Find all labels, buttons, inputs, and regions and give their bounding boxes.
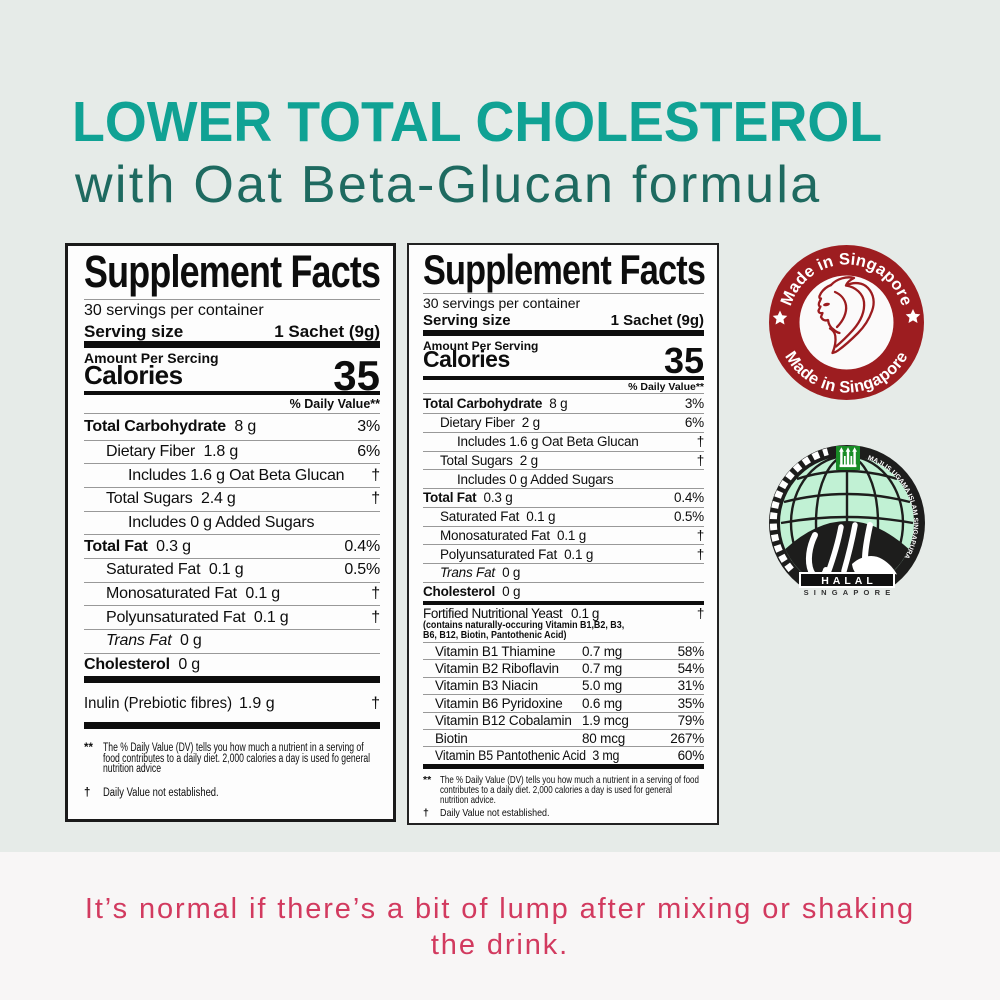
- svg-text:SINGAPORE: SINGAPORE: [804, 588, 896, 597]
- svg-text:HALAL: HALAL: [821, 575, 877, 587]
